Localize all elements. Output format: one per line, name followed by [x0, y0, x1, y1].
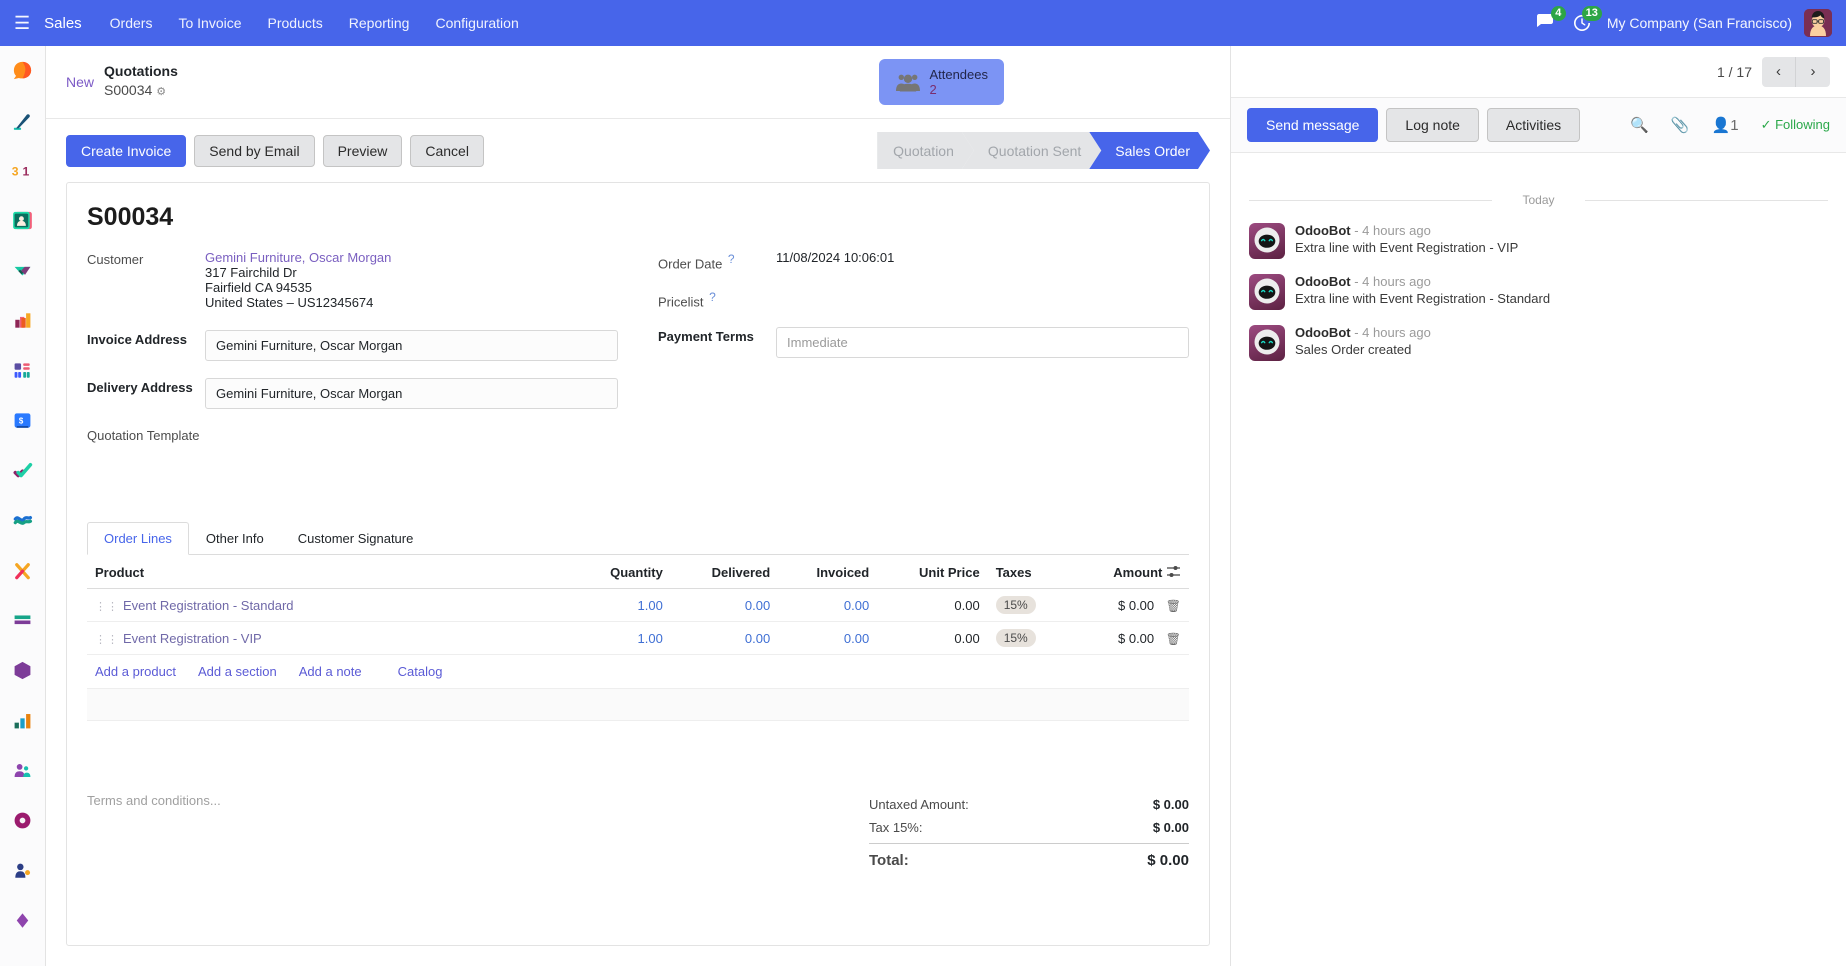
svg-text:3: 3 — [12, 165, 19, 179]
svg-text:1: 1 — [23, 165, 30, 179]
svg-text:$: $ — [19, 416, 24, 425]
